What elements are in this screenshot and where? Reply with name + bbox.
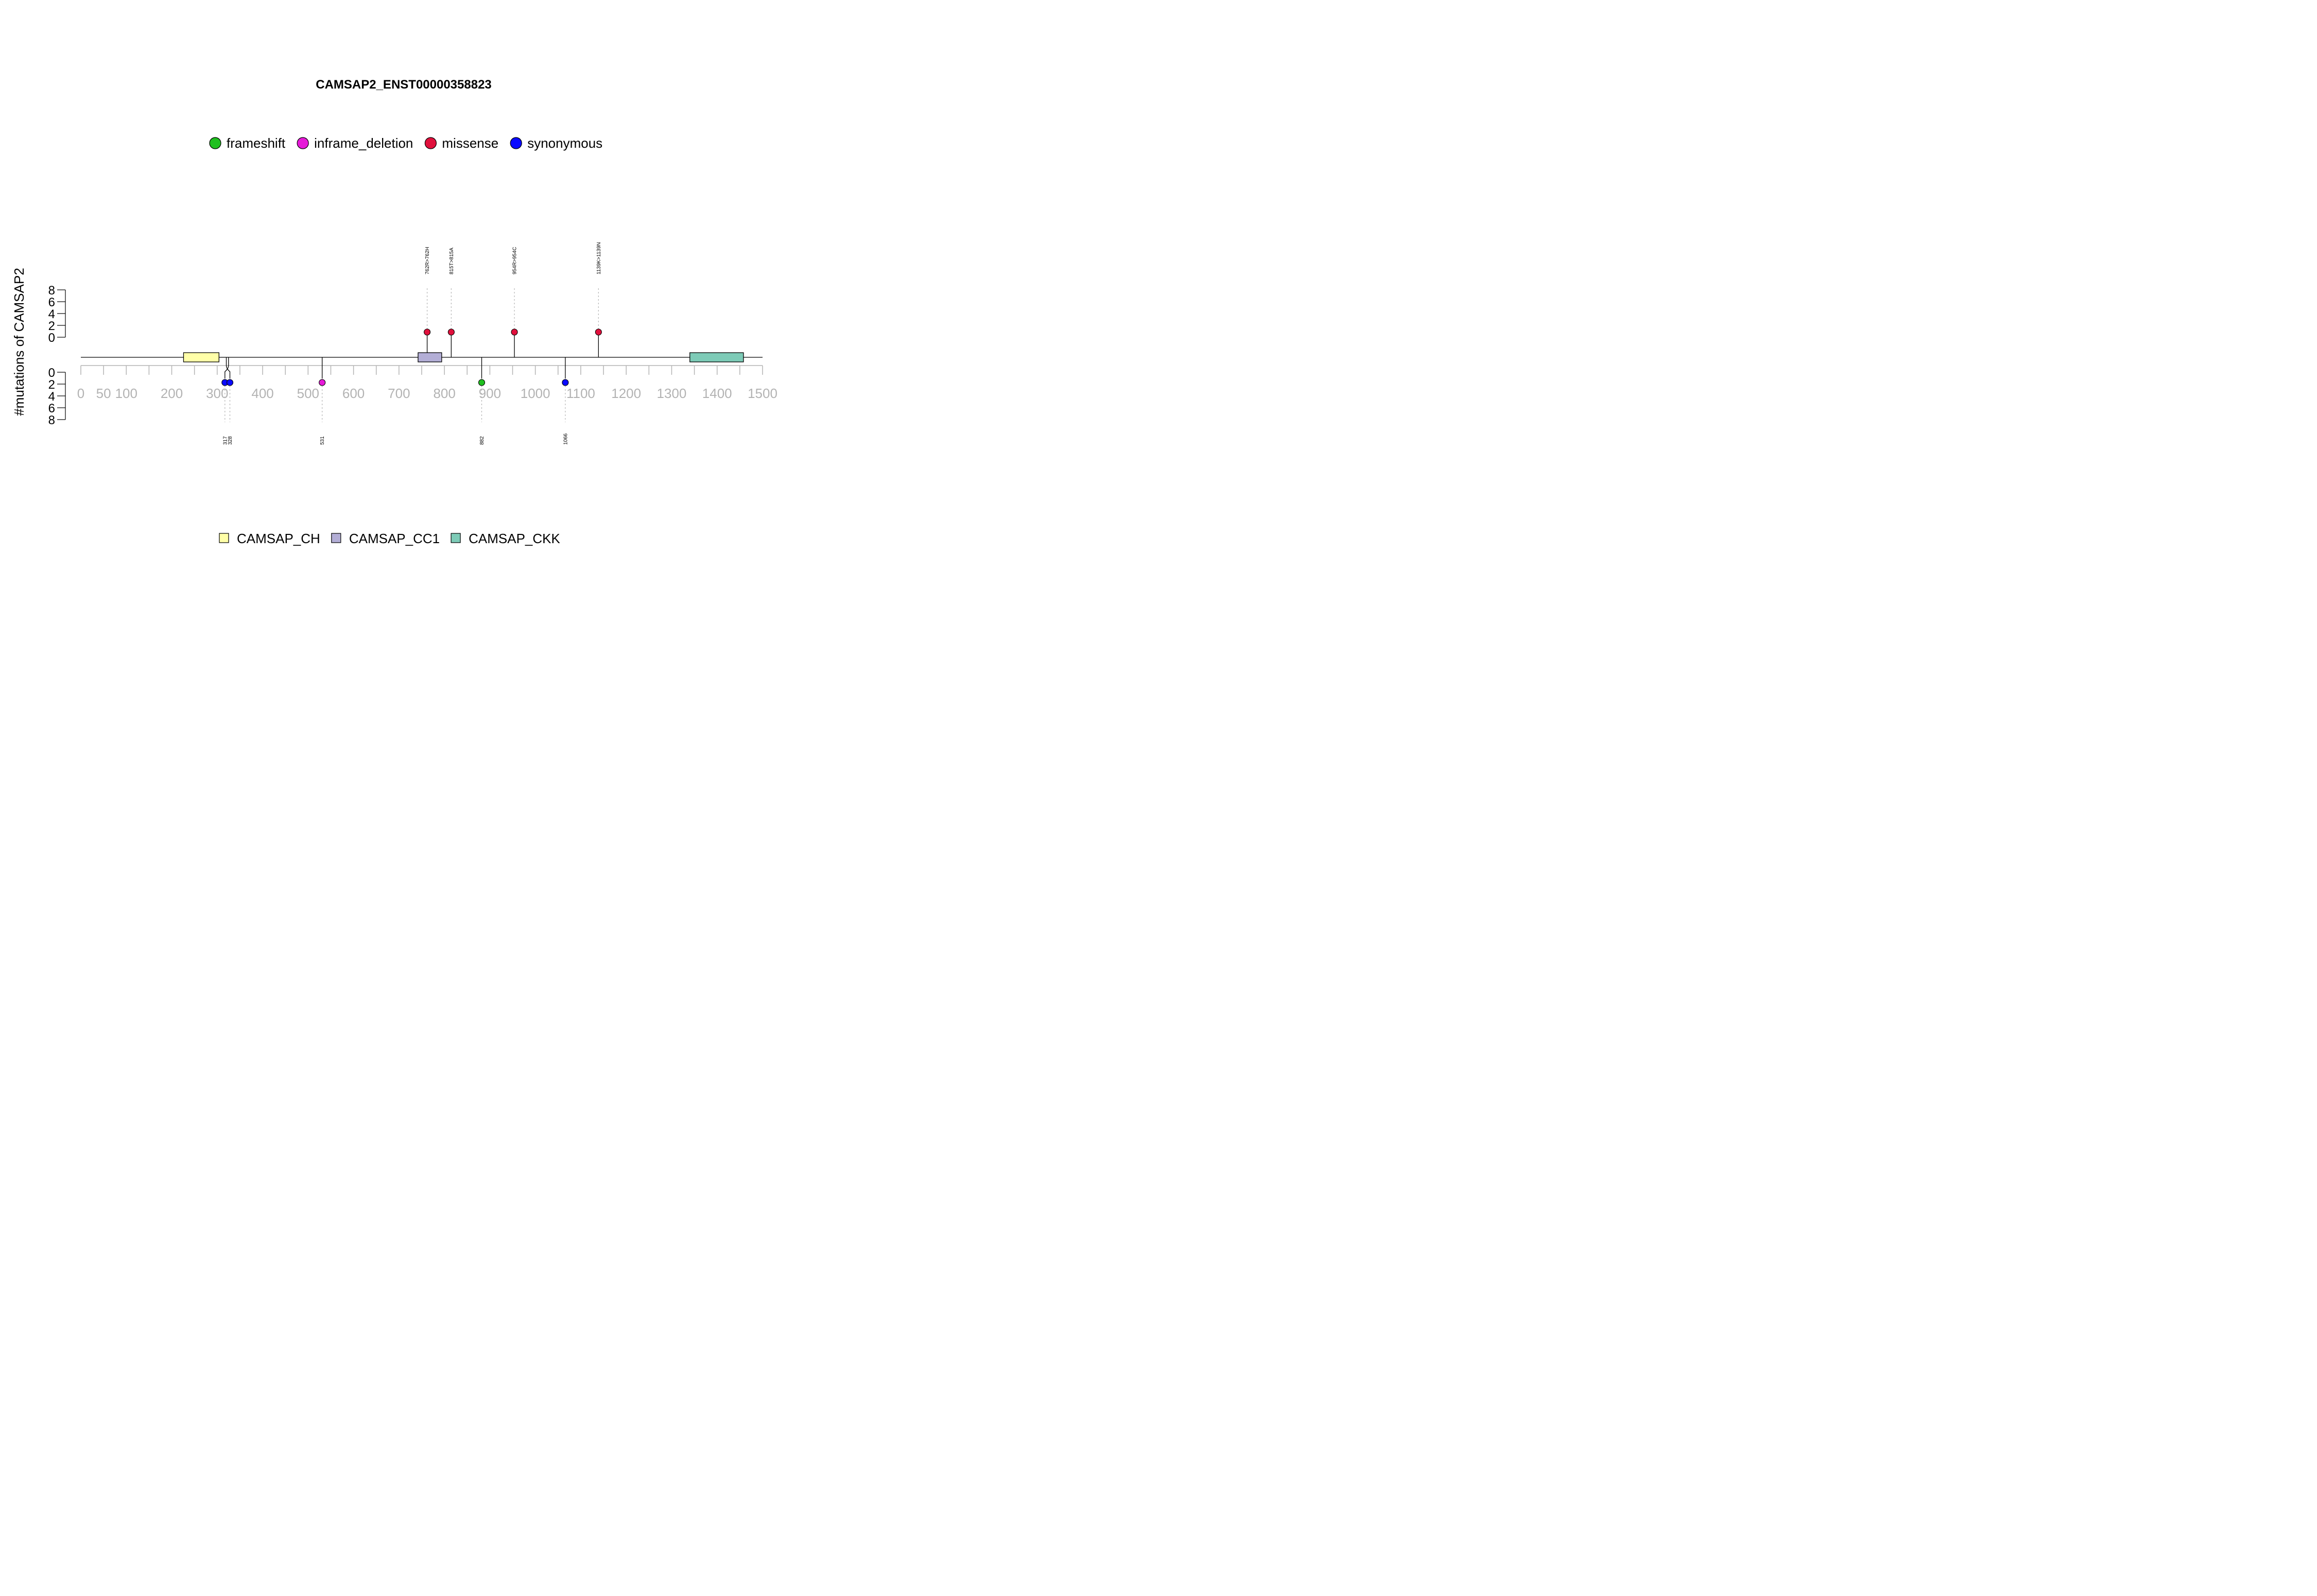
mutation-label: 882 [479, 436, 485, 445]
legend-swatch-synonymous [510, 137, 522, 149]
legend-swatch-CAMSAP_CH [219, 533, 229, 543]
mutation-head [226, 379, 234, 386]
x-tick-label: 1500 [748, 386, 777, 401]
x-tick-label: 900 [479, 386, 501, 401]
protein-domains [183, 352, 744, 362]
mutation-954R>954C: 954R>954C [511, 247, 518, 357]
mutation-stem [224, 357, 229, 378]
mutation-head [562, 379, 569, 386]
legend-entry-missense: missense [424, 135, 498, 151]
legend-label-CAMSAP_CH: CAMSAP_CH [237, 531, 320, 546]
x-tick-label: 1200 [611, 386, 641, 401]
x-tick-label: 50 [96, 386, 111, 401]
x-tick-label: 1100 [566, 386, 595, 401]
mutation-head [595, 328, 602, 336]
legend-entry-synonymous: synonymous [510, 135, 602, 151]
domain-CAMSAP_CC1 [418, 352, 442, 362]
x-tick-label: 0 [77, 386, 84, 401]
y-tick-label: 2 [48, 378, 55, 392]
legend-swatch-frameshift [209, 137, 221, 149]
mutation-1139K>1139N: 1139K>1139N [595, 242, 602, 357]
mutation-label: 762R>762H [425, 247, 430, 274]
y-tick-label: 2 [48, 319, 55, 333]
legend-label-missense: missense [442, 135, 498, 151]
mutation-1066: 1066 [562, 357, 569, 445]
x-tick-label: 1000 [521, 386, 550, 401]
legend-swatch-inframe_deletion [297, 137, 309, 149]
x-tick-label: 200 [161, 386, 183, 401]
y-tick-label: 4 [48, 307, 55, 321]
mutation-label: 954R>954C [512, 247, 518, 274]
mutation-legend: frameshift inframe_deletion missense synony… [209, 135, 602, 151]
x-tick-label: 400 [251, 386, 273, 401]
mutation-882: 882 [478, 357, 486, 445]
mutation-label: 1066 [563, 433, 568, 445]
legend-label-frameshift: frameshift [227, 135, 286, 151]
y-tick-label: 6 [48, 402, 55, 415]
legend-label-inframe_deletion: inframe_deletion [314, 135, 413, 151]
y-tick-label: 0 [48, 366, 55, 380]
x-tick-label: 700 [388, 386, 410, 401]
x-tick-label: 1300 [657, 386, 687, 401]
legend-label-synonymous: synonymous [527, 135, 602, 151]
mutation-815T>815A: 815T>815A [447, 248, 455, 357]
x-axis: 0 50 100 200 300 400 500 600 700 800 900 1000 1100 12… [77, 365, 777, 401]
domain-CAMSAP_CKK [689, 352, 744, 362]
x-tick-label: 100 [115, 386, 137, 401]
legend-entry-CAMSAP_CKK: CAMSAP_CKK [451, 531, 560, 546]
mutation-head [447, 328, 455, 336]
legend-entry-inframe_deletion: inframe_deletion [297, 135, 413, 151]
mutation-label: 1139K>1139N [596, 242, 602, 274]
y-tick-label: 8 [48, 284, 55, 298]
mutation-label: 328 [228, 436, 233, 445]
y-tick-label: 8 [48, 413, 55, 427]
y-tick-label: 0 [48, 331, 55, 345]
legend-label-CAMSAP_CC1: CAMSAP_CC1 [349, 531, 440, 546]
x-tick-label: 800 [433, 386, 455, 401]
mutation-317: 317 [221, 357, 229, 445]
legend-entry-CAMSAP_CC1: CAMSAP_CC1 [331, 531, 440, 546]
mutation-531: 531 [319, 357, 326, 445]
mutation-head [478, 379, 486, 386]
legend-entry-CAMSAP_CH: CAMSAP_CH [219, 531, 320, 546]
x-tick-label: 1400 [702, 386, 732, 401]
legend-swatch-missense [424, 137, 437, 149]
lollipop-chart: CAMSAP2_ENST00000358823 frameshift infram… [11, 78, 777, 546]
x-tick-label: 500 [297, 386, 319, 401]
mutation-label: 317 [222, 436, 228, 445]
domain-legend: CAMSAP_CH CAMSAP_CC1 CAMSAP_CKK [219, 531, 560, 546]
mutation-lollipops: 762R>762H 815T>815A 954R>954C 1139K>1139N 31… [221, 242, 602, 445]
mutation-head [424, 328, 431, 336]
mutation-stem [226, 357, 231, 378]
y-axis-label: #mutations of CAMSAP2 [11, 268, 27, 416]
x-tick-label: 600 [342, 386, 365, 401]
legend-swatch-CAMSAP_CKK [451, 533, 461, 543]
y-tick-label: 4 [48, 390, 55, 404]
legend-label-CAMSAP_CKK: CAMSAP_CKK [469, 531, 560, 546]
mutation-328: 328 [226, 357, 234, 445]
legend-swatch-CAMSAP_CC1 [331, 533, 341, 543]
domain-CAMSAP_CH [183, 352, 219, 362]
mutation-head [319, 379, 326, 386]
mutation-head [511, 328, 518, 336]
legend-entry-frameshift: frameshift [209, 135, 286, 151]
y-tick-label: 6 [48, 296, 55, 309]
mutation-label: 815T>815A [449, 248, 455, 274]
chart-title: CAMSAP2_ENST00000358823 [316, 78, 492, 92]
mutation-762R>762H: 762R>762H [424, 247, 431, 357]
mutation-label: 531 [320, 436, 325, 445]
